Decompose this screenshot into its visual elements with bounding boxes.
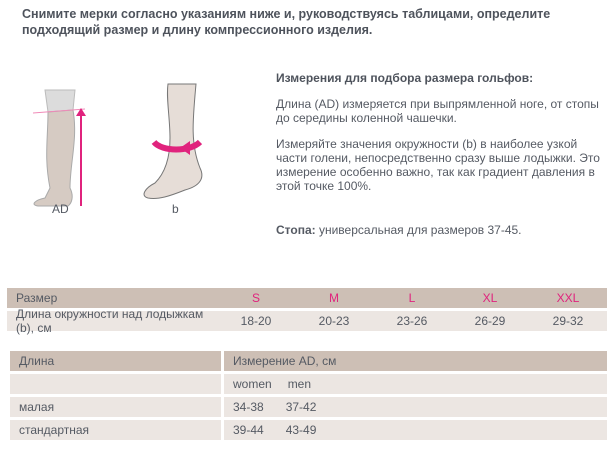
size-row-label: Длина окружности над лодыжкам (b), см [16,307,204,335]
size-table-header: Размер S M L XL XXL [7,288,607,308]
leg-illustration-icon [32,83,203,207]
measurement-info: Измерения для подбора размера гольфов: Д… [276,71,606,249]
men-value: 37-42 [285,400,317,414]
length-header-col1: Длина [10,351,221,371]
size-xxl: XXL [556,291,580,305]
size-l: L [408,291,416,305]
size-header-label: Размер [16,291,58,305]
figure-label-b: b [172,202,179,216]
sub-women: women [233,377,272,391]
size-value: 26-29 [474,314,506,328]
sub-men: men [287,377,312,391]
size-s: S [251,291,260,305]
size-value: 23-26 [396,314,428,328]
foot-text: универсальная для размеров 37-45. [315,223,522,237]
size-m: M [329,291,339,305]
info-paragraph-circumference: Измеряйте значения окружности (b) в наиб… [276,137,600,193]
women-value: 39-44 [233,423,264,437]
measurement-illustrations: AD b [30,78,230,218]
length-row-values: 39-44 43-49 [224,420,607,440]
foot-label: Стопа: [276,223,316,237]
size-value: 18-20 [240,314,272,328]
length-sub-empty [10,374,221,394]
length-header-col2: Измерение AD, см [224,351,607,371]
size-xl: XL [482,291,498,305]
length-subheader: women men [224,374,607,394]
size-table-row: Длина окружности над лодыжкам (b), см 18… [7,307,607,335]
info-foot: Стопа: универсальная для размеров 37-45. [276,223,606,237]
men-value: 43-49 [285,423,317,437]
figure-label-ad: AD [52,202,69,216]
info-paragraph-length: Длина (AD) измеряется при выпрямленной н… [276,97,599,125]
size-value: 20-23 [318,314,350,328]
length-row-values: 34-38 37-42 [224,397,607,417]
page-title: Снимите мерки согласно указаниям ниже и,… [22,7,551,37]
length-row-label: стандартная [10,420,221,440]
length-row-label: малая [10,397,221,417]
info-heading: Измерения для подбора размера гольфов: [276,71,534,85]
size-value: 29-32 [552,314,584,328]
women-value: 34-38 [233,400,264,414]
